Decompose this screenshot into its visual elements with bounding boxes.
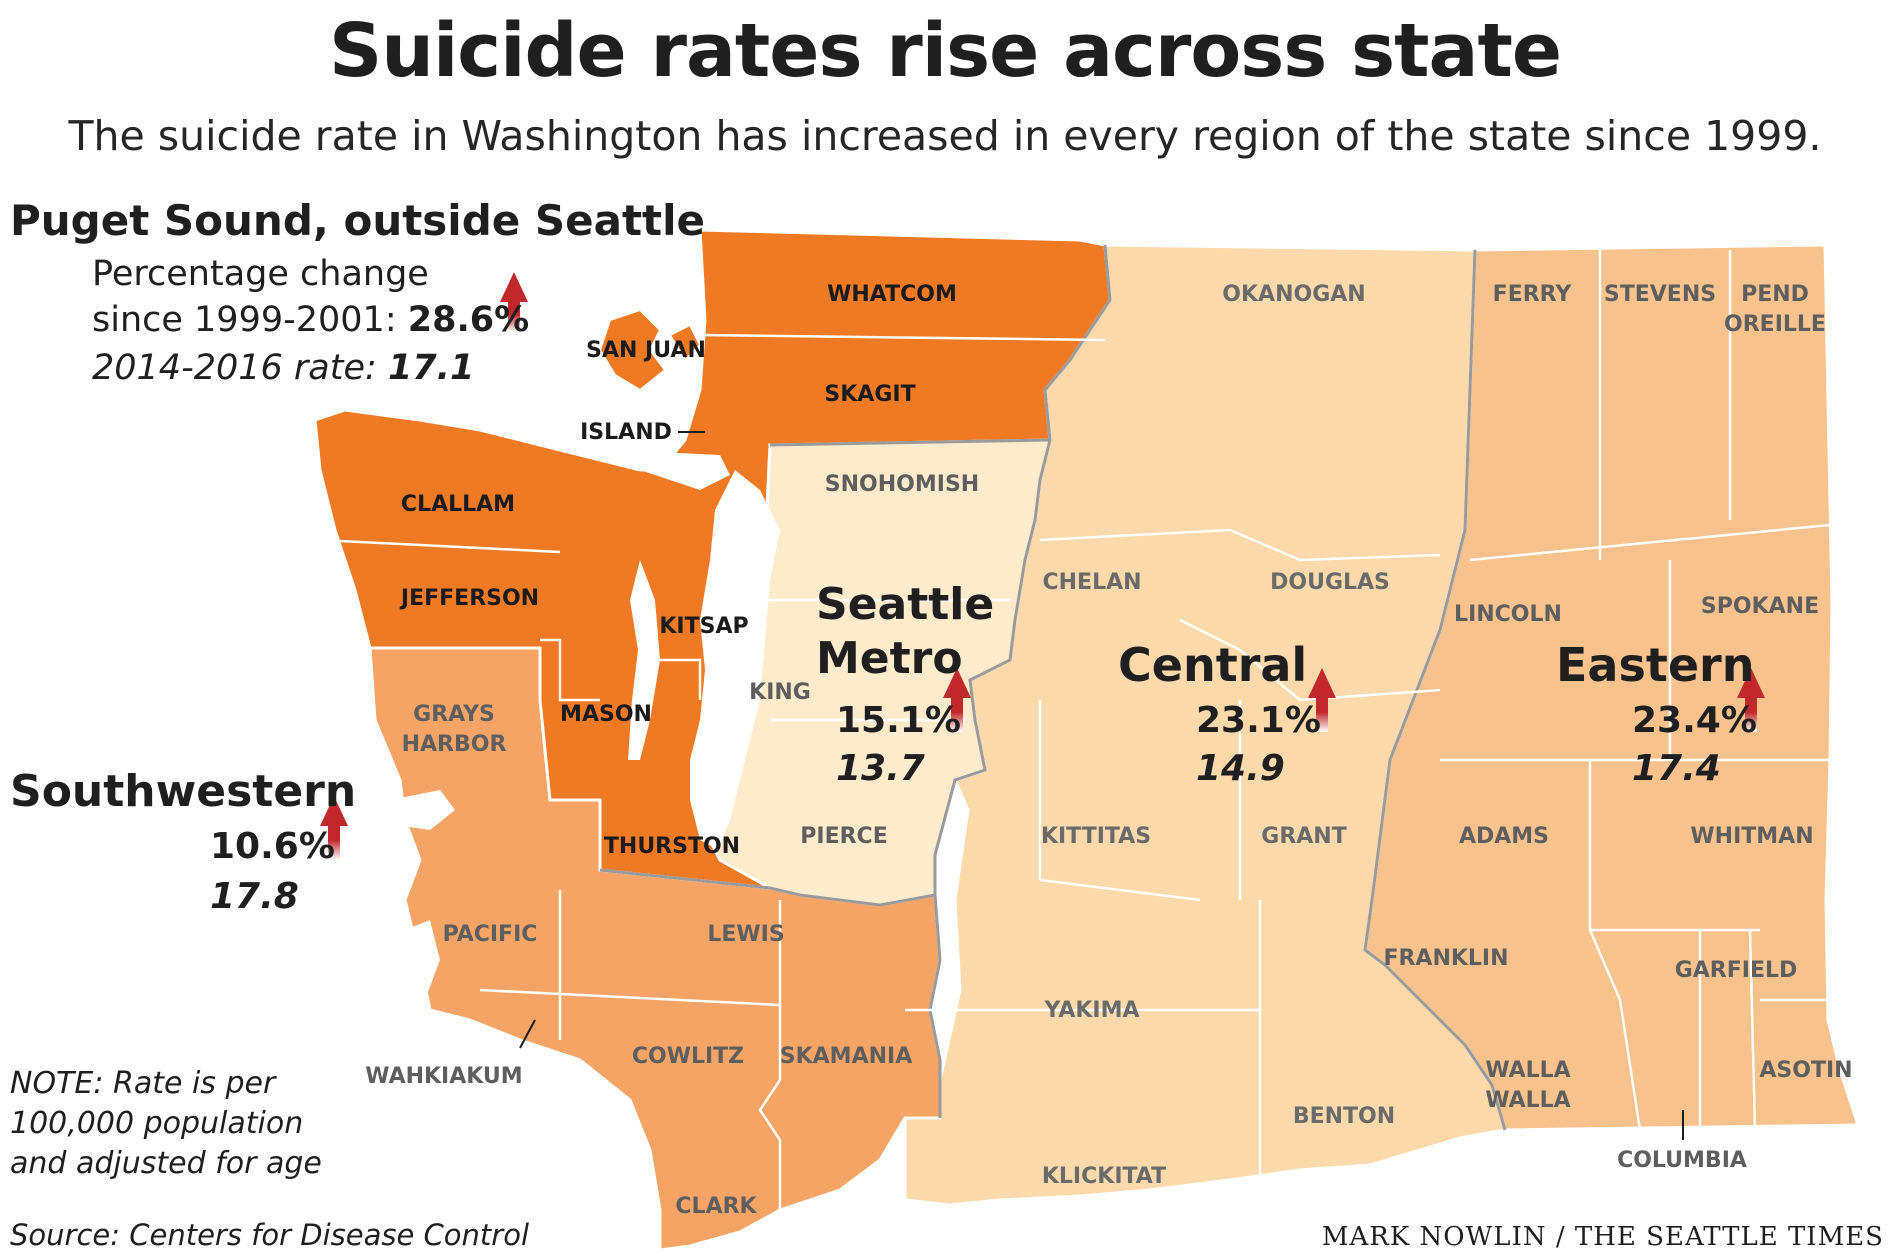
southwestern-change: 10.6% (210, 826, 335, 867)
county-label-adams: ADAMS (1458, 824, 1550, 849)
pend-oreille-line2: OREILLE (1724, 312, 1826, 337)
county-label-douglas: DOUGLAS (1270, 570, 1390, 595)
county-label-okanogan: OKANOGAN (1222, 282, 1366, 307)
border-seattle-north (769, 438, 1051, 447)
grays-harbor-line1: GRAYS (413, 702, 495, 727)
border-southwest (599, 868, 936, 907)
county-label-lewis: LEWIS (707, 922, 785, 947)
county-label-benton: BENTON (1292, 1104, 1396, 1129)
seattle-change: 15.1% (836, 700, 961, 741)
source-line: Source: Centers for Disease Control (10, 1218, 529, 1252)
willapa-bay (405, 920, 440, 1000)
county-label-whatcom: WHATCOM (827, 282, 957, 307)
eastern-rate: 17.4 (1632, 748, 1721, 789)
legend-change-row: since 1999-2001: 28.6% (92, 298, 529, 342)
legend-rate-label: 2014-2016 rate: (92, 348, 377, 388)
county-label-san-juan: SAN JUAN (586, 338, 706, 363)
county-label-lincoln: LINCOLN (1454, 602, 1562, 627)
county-label-pend-oreille: PEND OREILLE (1724, 280, 1826, 340)
footnote-line2: 100,000 population (10, 1106, 304, 1141)
county-label-chelan: CHELAN (1042, 570, 1142, 595)
county-label-columbia: COLUMBIA (1617, 1148, 1747, 1173)
county-label-jefferson: JEFFERSON (400, 586, 540, 611)
legend-change-label-line2: since 1999-2001: (92, 300, 397, 340)
seattle-name-line1: Seattle (816, 579, 995, 630)
hood-canal-water (628, 560, 660, 760)
county-label-pacific: PACIFIC (442, 922, 538, 947)
county-label-grant: GRANT (1261, 824, 1347, 849)
county-label-yakima: YAKIMA (1044, 998, 1140, 1023)
arrow-up-icon-eastern (1737, 668, 1765, 732)
san-juan-islands-small (668, 323, 702, 362)
county-label-whitman: WHITMAN (1690, 824, 1814, 849)
footnote-line3: and adjusted for age (10, 1146, 322, 1181)
county-label-ferry: FERRY (1492, 282, 1572, 307)
legend-rate-row: 2014-2016 rate: 17.1 (92, 346, 474, 390)
county-label-cowlitz: COWLITZ (631, 1044, 745, 1069)
county-label-stevens: STEVENS (1603, 282, 1717, 307)
seattle-name-line2: Metro (816, 633, 963, 684)
legend-region-name: Puget Sound, outside Seattle (10, 196, 705, 245)
county-lines (319, 250, 1840, 1230)
southwestern-rate: 17.8 (210, 876, 299, 917)
page-subtitle: The suicide rate in Washington has incre… (68, 112, 1822, 160)
county-label-klickitat: KLICKITAT (1041, 1164, 1167, 1189)
footnote-line1: NOTE: Rate is per (10, 1066, 276, 1101)
county-label-pierce: PIERCE (800, 824, 888, 849)
region-label-central: Central (1118, 638, 1308, 692)
region-label-seattle: Seattle Metro (816, 578, 994, 686)
legend-rate-value: 17.1 (387, 348, 475, 388)
arrow-up-icon-seattle (943, 668, 971, 732)
region-label-eastern: Eastern (1556, 638, 1755, 692)
pend-oreille-line1: PEND (1741, 282, 1809, 307)
region-label-southwestern: Southwestern (10, 766, 357, 817)
county-label-clallam: CLALLAM (400, 492, 516, 517)
border-cascades (928, 244, 1112, 1118)
county-label-skagit: SKAGIT (824, 382, 916, 407)
san-juan-islands (598, 308, 667, 392)
arrow-up-icon-legend (500, 272, 528, 332)
legend-change-label-line1: Percentage change (92, 254, 429, 294)
county-label-thurston: THURSTON (603, 834, 741, 859)
county-label-kitsap: KITSAP (659, 614, 749, 639)
central-rate: 14.9 (1196, 748, 1285, 789)
credit-line: MARK NOWLIN / THE SEATTLE TIMES (1321, 1222, 1884, 1252)
legend-change-value: 28.6% (407, 300, 530, 340)
border-eastern (1363, 249, 1507, 1131)
county-label-spokane: SPOKANE (1700, 594, 1820, 619)
footnote: NOTE: Rate is per 100,000 population and… (10, 1064, 322, 1184)
county-label-skamania: SKAMANIA (779, 1044, 913, 1069)
grays-harbor-bay (390, 790, 455, 830)
page-title: Suicide rates rise across state (328, 8, 1562, 94)
eastern-change: 23.4% (1632, 700, 1757, 741)
central-change: 23.1% (1196, 700, 1321, 741)
county-label-wahkiakum: WAHKIAKUM (365, 1064, 523, 1089)
wahkiakum-leader (519, 1019, 536, 1049)
county-label-walla-walla: WALLA WALLA (1485, 1056, 1570, 1116)
county-label-mason: MASON (560, 702, 652, 727)
arrow-up-icon-central (1308, 668, 1336, 732)
county-label-grays-harbor: GRAYS HARBOR (402, 700, 507, 760)
county-label-island: ISLAND (580, 420, 672, 445)
walla-walla-line1: WALLA (1485, 1058, 1571, 1083)
puget-sound-water (690, 470, 780, 850)
county-label-kittitas: KITTITAS (1040, 824, 1152, 849)
county-label-snohomish: SNOHOMISH (824, 472, 980, 497)
county-label-garfield: GARFIELD (1674, 958, 1798, 983)
walla-walla-line2: WALLA (1485, 1088, 1571, 1113)
grays-harbor-line2: HARBOR (401, 732, 507, 757)
county-label-franklin: FRANKLIN (1383, 946, 1509, 971)
arrow-up-icon-southwestern (320, 796, 348, 860)
county-label-king: KING (749, 680, 811, 705)
strait-water (620, 450, 730, 490)
seattle-rate: 13.7 (836, 748, 925, 789)
county-label-clark: CLARK (675, 1194, 757, 1219)
county-label-asotin: ASOTIN (1759, 1058, 1853, 1083)
